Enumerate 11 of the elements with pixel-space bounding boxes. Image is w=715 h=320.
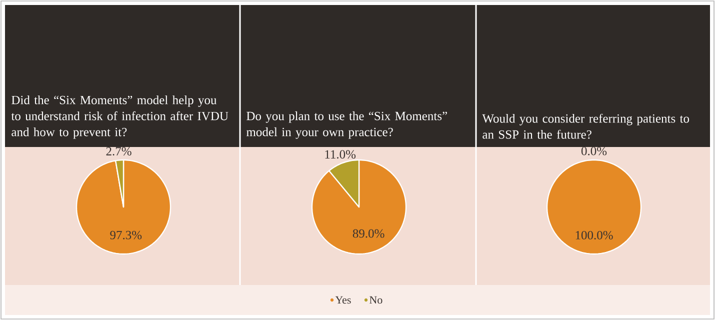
data-label: 11.0%	[325, 150, 356, 159]
chart-title: Do you plan to use the “Six Moments” model in your own practice?	[246, 111, 447, 139]
chart-title: Did the “Six Moments” model help you to understand risk of infection after IVDU and how to prevent it?	[11, 95, 228, 139]
text: 0.0%	[581, 146, 607, 156]
data-label: 97.3%	[110, 230, 142, 240]
chart-title: Would you consider referring patients to an SSP in the future?	[482, 114, 690, 139]
data-label: 89.0%	[352, 229, 384, 238]
legend-label: No	[370, 296, 382, 304]
data-label: 2.7%	[106, 147, 132, 156]
data-label: 100.0%	[576, 230, 613, 240]
legend-label: Yes	[335, 296, 351, 304]
